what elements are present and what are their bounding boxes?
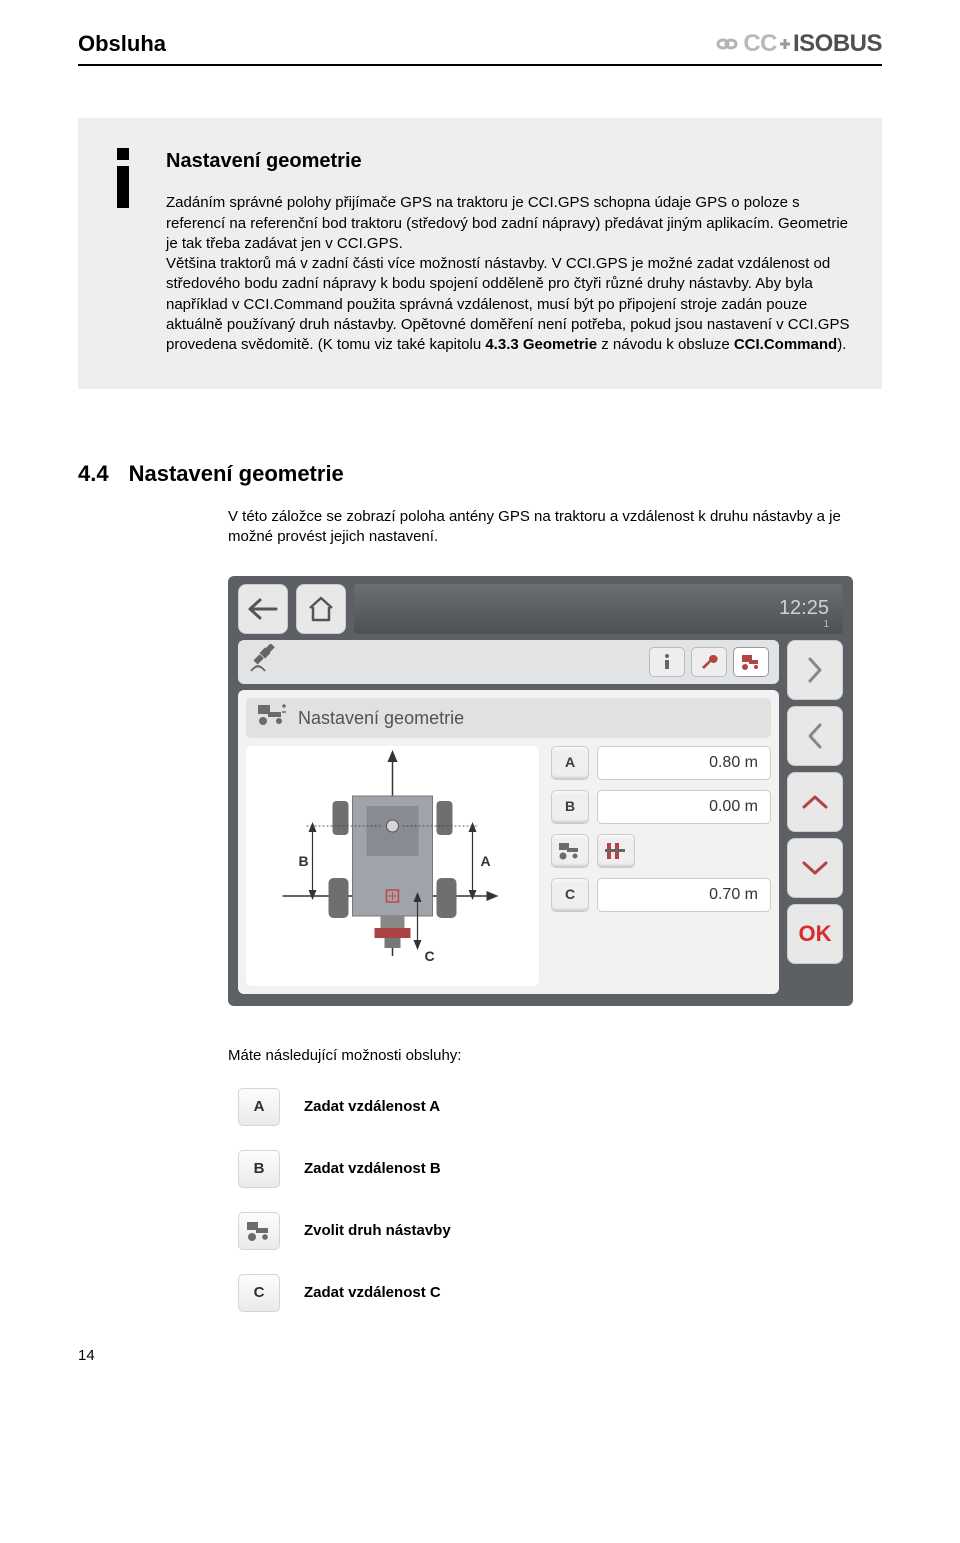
brand-logo: CC ISOBUS [713, 28, 882, 60]
option-a: A Zadat vzdálenost A [238, 1088, 882, 1126]
panel-title-bar: Nastavení geometrie [246, 698, 771, 738]
option-b-text: Zadat vzdálenost B [304, 1159, 441, 1179]
info-title: Nastavení geometrie [166, 148, 856, 175]
tractor-title-icon [256, 704, 288, 732]
field-c-value[interactable]: 0.70 m [597, 878, 771, 912]
info-box: Nastavení geometrie Zadáním správné polo… [78, 118, 882, 389]
clock-text: 12:25 [779, 595, 829, 622]
diagram-letter-b: B [299, 853, 309, 869]
section-heading: Obsluha [78, 29, 166, 59]
option-a-icon: A [238, 1088, 280, 1126]
info-body-text: Zadáním správné polohy přijímače GPS na … [166, 193, 856, 355]
tab-tractor-icon[interactable] [733, 647, 769, 677]
tab-info-icon[interactable] [649, 647, 685, 677]
option-c-icon: C [238, 1274, 280, 1312]
attachment-implement-icon[interactable] [597, 834, 635, 868]
info-icon [98, 148, 148, 355]
tab-bar [238, 640, 779, 684]
page-number: 14 [78, 1346, 882, 1366]
geometry-diagram: B A C [246, 746, 539, 986]
field-b-label: B [551, 790, 589, 824]
page-header: Obsluha CC ISOBUS [78, 28, 882, 66]
option-tractor-text: Zvolit druh nástavby [304, 1221, 451, 1241]
field-a-label: A [551, 746, 589, 780]
nav-up-button[interactable] [787, 772, 843, 832]
option-tractor-icon [238, 1212, 280, 1250]
nav-down-button[interactable] [787, 838, 843, 898]
field-c-label: C [551, 878, 589, 912]
option-c-text: Zadat vzdálenost C [304, 1283, 441, 1303]
diagram-letter-a: A [481, 853, 491, 869]
nav-left-button[interactable] [787, 706, 843, 766]
page-indicator: 1 [823, 618, 829, 632]
option-b: B Zadat vzdálenost B [238, 1150, 882, 1188]
geometry-panel: Nastavení geometrie [238, 690, 779, 994]
option-a-text: Zadat vzdálenost A [304, 1097, 440, 1117]
field-a-value[interactable]: 0.80 m [597, 746, 771, 780]
field-b-value[interactable]: 0.00 m [597, 790, 771, 824]
device-screenshot: 12:25 1 [228, 576, 853, 1006]
nav-right-button[interactable] [787, 640, 843, 700]
home-button[interactable] [296, 584, 346, 634]
options-intro: Máte následující možnosti obsluhy: [228, 1046, 882, 1066]
option-b-icon: B [238, 1150, 280, 1188]
option-tractor: Zvolit druh nástavby [238, 1212, 882, 1250]
device-topbar: 12:25 1 [354, 584, 843, 634]
link-icon-2 [778, 32, 792, 56]
panel-title-text: Nastavení geometrie [298, 706, 464, 730]
diagram-letter-c: C [425, 948, 435, 964]
back-button[interactable] [238, 584, 288, 634]
section-paragraph: V této záložce se zobrazí poloha antény … [228, 507, 882, 548]
attachment-tractor-icon[interactable] [551, 834, 589, 868]
ok-button[interactable]: OK [787, 904, 843, 964]
section-4-4-title: 4.4 Nastavení geometrie [78, 459, 882, 489]
option-c: C Zadat vzdálenost C [238, 1274, 882, 1312]
link-icon [715, 32, 739, 56]
tab-wrench-icon[interactable] [691, 647, 727, 677]
satellite-icon [248, 644, 278, 679]
